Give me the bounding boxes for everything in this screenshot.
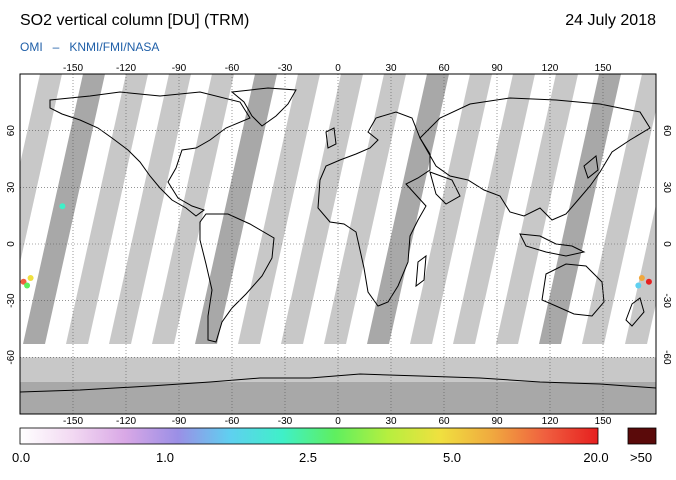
colorbar-label-min: 0.0 (12, 450, 31, 465)
lon-tick-label: -30 (278, 416, 293, 427)
lon-tick-label: 60 (438, 416, 450, 427)
coast-new-zealand (625, 297, 645, 327)
coast-south-america (199, 213, 275, 343)
orbit-swaths (20, 74, 656, 344)
coast-north-america (49, 91, 251, 217)
coast-asia (419, 97, 651, 221)
lon-tick-label: -90 (172, 63, 187, 74)
coast-japan (583, 155, 599, 179)
lat-tick-label: -30 (6, 293, 17, 308)
so2-hotspot (638, 275, 645, 281)
lat-tick-label: 30 (661, 182, 672, 194)
credit-agencies: KNMI/FMI/NASA (69, 40, 160, 54)
orbit-swath (367, 74, 449, 344)
map-area (20, 74, 656, 414)
lon-tick-label: 150 (595, 416, 612, 427)
southern-low-sun-band (20, 357, 656, 382)
lon-tick-label: -60 (225, 416, 240, 427)
graticule (20, 74, 656, 414)
orbit-swath (410, 74, 492, 344)
orbit-swath (195, 74, 277, 344)
credit-instrument: OMI (20, 40, 43, 54)
lon-tick-label: -60 (225, 63, 240, 74)
so2-hotspot (24, 282, 31, 289)
coast-australia (541, 263, 605, 317)
orbit-swath (281, 74, 363, 344)
lon-tick-label: 0 (335, 416, 341, 427)
coast-madagascar (415, 254, 427, 288)
orbit-swath (109, 74, 191, 344)
lon-tick-label: 90 (491, 416, 503, 427)
orbit-swath (539, 74, 621, 344)
lon-tick-label: -150 (63, 63, 83, 74)
lat-tick-label: 0 (6, 241, 17, 247)
colorbar-overflow-swatch (627, 427, 657, 445)
orbit-swath (453, 74, 535, 344)
latitude-labels-left: 60 30 0 -30 -60 (6, 125, 17, 365)
so2-hotspot (27, 275, 34, 281)
so2-enhancements (20, 203, 652, 289)
so2-hotspot (20, 278, 27, 285)
orbit-swath (582, 74, 656, 344)
lat-tick-label: 60 (6, 125, 17, 137)
colorbar-label-overflow: >50 (630, 450, 653, 465)
lon-tick-label: 0 (335, 63, 341, 74)
lon-tick-label: 30 (385, 63, 397, 74)
lon-tick-label: -150 (63, 416, 83, 427)
longitude-labels-top: -150 -120 -90 -60 -30 0 30 60 90 120 150 (63, 63, 612, 74)
longitude-labels-bottom: -150 -120 -90 -60 -30 0 30 60 90 120 150 (63, 416, 612, 427)
lon-tick-label: 60 (438, 63, 450, 74)
lon-tick-label: -120 (116, 416, 136, 427)
orbit-swath (20, 74, 62, 263)
lon-tick-label: 120 (542, 63, 559, 74)
lat-tick-label: -60 (661, 350, 672, 365)
orbit-swath (238, 74, 320, 344)
lon-tick-label: 90 (491, 63, 503, 74)
so2-hotspot (645, 278, 652, 285)
coast-greenland (230, 87, 297, 127)
colorbar-label-5: 5.0 (442, 450, 462, 465)
lon-tick-label: -120 (116, 63, 136, 74)
lon-tick-label: 120 (542, 416, 559, 427)
credit-separator: – (52, 40, 60, 54)
lat-tick-label: 30 (6, 181, 17, 193)
lon-tick-label: -30 (278, 63, 293, 74)
colorbar-label-1: 1.0 (155, 450, 175, 465)
so2-hotspot (59, 203, 66, 210)
coast-antarctica (20, 373, 656, 393)
orbit-swath (625, 204, 656, 344)
lon-tick-label: -90 (172, 416, 187, 427)
map-title: SO2 vertical column [DU] (TRM) (20, 12, 250, 29)
lat-tick-label: -60 (6, 350, 17, 365)
colorbar (19, 427, 599, 445)
orbit-swath (152, 74, 234, 344)
orbit-swath (66, 74, 148, 344)
coast-europe-africa (317, 111, 431, 307)
so2-hotspot (635, 282, 642, 289)
map-frame (19, 73, 657, 415)
lon-tick-label: 30 (385, 416, 397, 427)
map-date: 24 July 2018 (565, 12, 656, 29)
coast-arabia (429, 171, 461, 205)
orbit-swath (23, 74, 105, 344)
lat-tick-label: 60 (661, 125, 672, 137)
colorbar-label-2-5: 2.5 (298, 450, 318, 465)
coast-indonesia (519, 233, 586, 257)
latitude-labels-right: 60 30 0 -30 -60 (661, 125, 672, 365)
coast-uk (325, 127, 337, 149)
coastlines (20, 87, 656, 393)
lon-tick-label: 150 (595, 63, 612, 74)
lat-tick-label: -30 (661, 293, 672, 308)
lat-tick-label: 0 (661, 241, 672, 247)
colorbar-label-20: 20.0 (583, 450, 609, 465)
orbit-swath (324, 74, 406, 344)
data-credit: OMI – KNMI/FMI/NASA (20, 40, 159, 54)
